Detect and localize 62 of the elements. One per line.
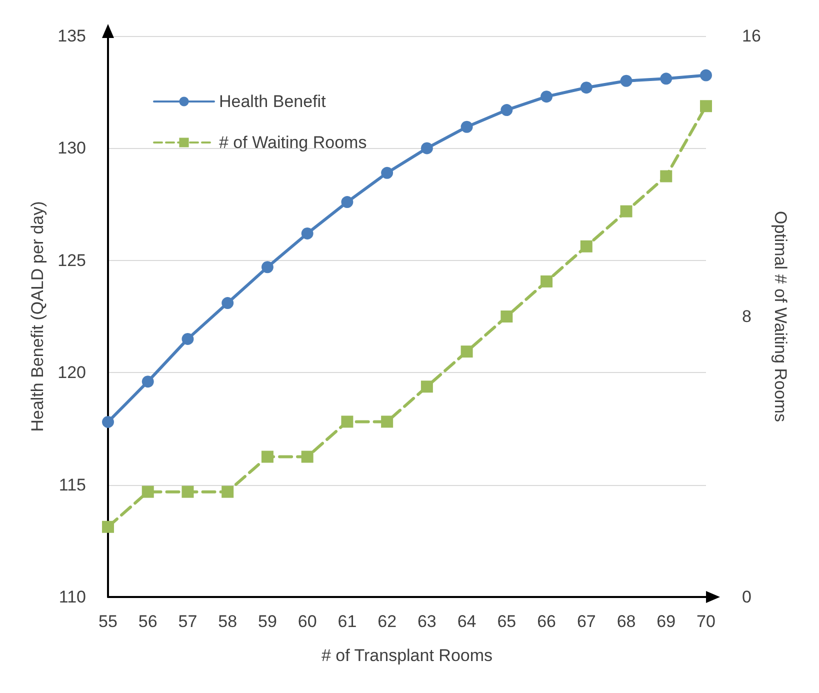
y-axis-title: Health Benefit (QALD per day) bbox=[28, 201, 47, 432]
point bbox=[261, 261, 274, 274]
point bbox=[700, 69, 712, 82]
point bbox=[660, 170, 672, 182]
x-tick-label: 59 bbox=[258, 612, 277, 631]
point bbox=[700, 100, 712, 112]
point bbox=[500, 310, 513, 322]
point bbox=[540, 90, 553, 103]
y2-tick-label: 0 bbox=[742, 588, 752, 606]
y-tick-label: 115 bbox=[58, 475, 86, 494]
point bbox=[540, 275, 553, 288]
y-tick-label: 120 bbox=[58, 363, 86, 382]
y-tick-label: 135 bbox=[58, 26, 86, 46]
y2-tick-label: 8 bbox=[742, 307, 752, 326]
y-tick-label: 125 bbox=[58, 250, 86, 270]
point bbox=[460, 120, 473, 133]
point bbox=[420, 142, 433, 154]
point bbox=[182, 486, 194, 498]
point bbox=[301, 227, 314, 240]
x-tick-label: 63 bbox=[417, 612, 436, 631]
y-tick-label: 110 bbox=[58, 588, 86, 606]
point bbox=[381, 416, 394, 428]
x-tick-label: 56 bbox=[138, 612, 158, 631]
point bbox=[580, 82, 592, 94]
point bbox=[341, 196, 354, 208]
x-tick-label: 60 bbox=[298, 612, 317, 631]
point bbox=[222, 486, 234, 498]
point bbox=[620, 74, 632, 87]
x-axis-title: # of Transplant Rooms bbox=[321, 646, 493, 665]
point bbox=[222, 297, 234, 310]
point bbox=[381, 166, 394, 179]
y2-axis-title: Optimal # of Waiting Rooms bbox=[770, 211, 790, 422]
x-tick-label: 68 bbox=[616, 612, 636, 631]
legend-label: Health Benefit bbox=[219, 92, 326, 111]
x-tick-label: 66 bbox=[537, 612, 556, 631]
x-tick-label: 58 bbox=[218, 612, 238, 631]
x-tick-label: 62 bbox=[378, 612, 397, 631]
x-tick-label: 65 bbox=[497, 612, 516, 631]
point bbox=[620, 205, 632, 218]
x-tick-label: 55 bbox=[98, 612, 118, 631]
legend-label: # of Waiting Rooms bbox=[219, 133, 367, 152]
point bbox=[580, 240, 592, 252]
x-tick-label: 61 bbox=[338, 612, 357, 631]
point bbox=[261, 450, 274, 463]
x-tick-label: 70 bbox=[696, 612, 716, 631]
point bbox=[660, 72, 672, 85]
x-tick-label: 67 bbox=[576, 612, 596, 631]
point bbox=[142, 376, 154, 388]
point bbox=[341, 416, 354, 428]
point bbox=[142, 486, 154, 498]
point bbox=[102, 520, 114, 533]
point bbox=[102, 416, 114, 428]
point bbox=[500, 104, 513, 116]
y2-tick-label: 16 bbox=[742, 26, 761, 46]
point bbox=[420, 380, 433, 393]
y-tick-label: 130 bbox=[58, 138, 86, 158]
point bbox=[460, 346, 473, 358]
x-tick-label: 69 bbox=[656, 612, 676, 631]
x-tick-label: 57 bbox=[178, 612, 198, 631]
x-tick-label: 64 bbox=[457, 612, 476, 631]
point bbox=[301, 450, 314, 463]
point bbox=[182, 332, 194, 345]
